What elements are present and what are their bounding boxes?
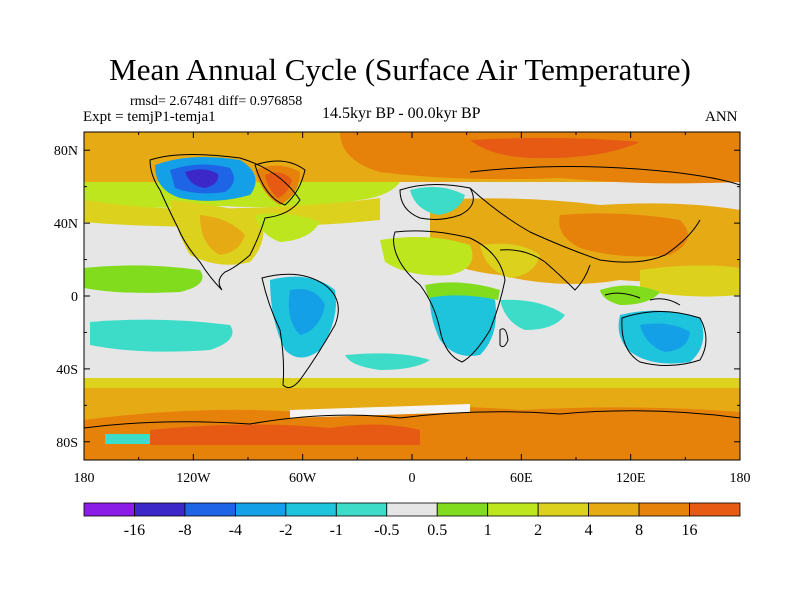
colorbar-label-5: -1 xyxy=(330,522,343,539)
colorbar-label-3: -4 xyxy=(229,522,242,539)
map-field xyxy=(84,132,740,460)
colorbar-label-2: -8 xyxy=(178,522,191,539)
field-tropics-green-west xyxy=(84,265,203,293)
field-namerica-orange xyxy=(200,215,245,255)
colorbar-label-4: -2 xyxy=(279,522,292,539)
coastline-europe xyxy=(399,183,474,220)
colorbar-label-7: 0.5 xyxy=(427,522,447,539)
colorbar-bin-0 xyxy=(83,502,135,517)
field-sahara-green xyxy=(380,236,473,276)
period-label: 14.5kyr BP - 00.0kyr BP xyxy=(322,105,481,122)
field-indian-cyan xyxy=(500,299,565,330)
colorbar-labels: -16 -8 -4 -2 -1 -0.5 0.5 1 2 4 8 16 xyxy=(124,522,698,539)
field-africa-cyan xyxy=(429,287,496,356)
colorbar-label-6: -0.5 xyxy=(374,522,399,539)
colorbar-bin-9 xyxy=(537,502,590,517)
colorbar-bin-7 xyxy=(436,502,489,517)
field-south-atlantic-cyan xyxy=(345,353,430,370)
y-tick-label-4: 80S xyxy=(56,436,78,451)
field-europe-cyan xyxy=(410,186,465,215)
chart-title: Mean Annual Cycle (Surface Air Temperatu… xyxy=(109,52,691,87)
coastline-indonesia xyxy=(604,292,681,306)
coastline-africa xyxy=(393,230,506,363)
axis-ticks xyxy=(83,132,741,460)
experiment-label: Expt = temjP1-temja1 xyxy=(83,109,216,125)
colorbar xyxy=(83,502,741,517)
colorbar-label-12: 16 xyxy=(682,522,698,539)
y-tick-label-1: 40N xyxy=(54,217,78,232)
coastline-antarctica xyxy=(84,410,740,429)
coastline-arabia-india xyxy=(499,249,591,291)
coastlines xyxy=(84,153,740,429)
x-tick-label-5: 120E xyxy=(616,471,646,486)
colorbar-bin-11 xyxy=(638,502,690,517)
field-antarctic-edge-cyan xyxy=(105,434,150,444)
colorbar-bin-4 xyxy=(285,502,337,517)
colorbar-bin-1 xyxy=(134,502,186,517)
colorbar-label-10: 4 xyxy=(585,522,593,539)
x-tick-label-6: 180 xyxy=(730,471,751,486)
field-australia-blue xyxy=(640,323,690,352)
axis-labels: 180 120W 60W 0 60E 120E 180 80N 40N 0 40S 80S xyxy=(54,144,751,486)
field-antarctic-deep xyxy=(150,424,420,445)
stats-label: rmsd= 2.67481 diff= 0.976858 xyxy=(130,94,303,109)
field-samerica-teal xyxy=(288,289,325,335)
coastline-south-america xyxy=(261,273,339,389)
field-greenland-red xyxy=(265,172,292,198)
y-tick-label-2: 0 xyxy=(71,290,78,305)
x-tick-label-4: 60E xyxy=(510,471,533,486)
x-tick-label-0: 180 xyxy=(74,471,95,486)
field-southern-yellow-edge xyxy=(84,378,740,388)
x-tick-label-1: 120W xyxy=(176,471,211,486)
colorbar-bin-2 xyxy=(184,502,236,517)
field-eurasia-deep xyxy=(559,213,688,257)
field-antarctic-edge-white xyxy=(290,404,470,418)
colorbar-label-8: 1 xyxy=(484,522,492,539)
colorbar-bin-5 xyxy=(335,502,388,517)
coastline-greenland xyxy=(254,160,306,206)
season-label: ANN xyxy=(705,109,738,125)
colorbar-bin-12 xyxy=(689,502,741,517)
x-tick-label-3: 0 xyxy=(409,471,416,486)
colorbar-label-9: 2 xyxy=(534,522,542,539)
field-laurentide-core xyxy=(185,169,219,188)
field-south-pacific-cyan xyxy=(90,319,233,352)
coastline-eurasia xyxy=(469,165,740,263)
colorbar-bin-10 xyxy=(588,502,640,517)
field-namerica-coast-green xyxy=(255,213,320,242)
coastline-australia xyxy=(621,311,707,366)
field-arctic-red xyxy=(470,137,640,159)
y-tick-label-0: 80N xyxy=(54,144,78,159)
field-pacific-yellow xyxy=(640,265,740,297)
colorbar-bin-3 xyxy=(234,502,287,517)
x-tick-label-2: 60W xyxy=(289,471,317,486)
coastline-madagascar xyxy=(499,328,509,348)
colorbar-label-11: 8 xyxy=(635,522,643,539)
colorbar-bin-6 xyxy=(386,502,438,517)
field-africa-green xyxy=(425,282,500,300)
y-tick-label-3: 40S xyxy=(56,363,78,378)
coastline-north-america xyxy=(149,153,301,291)
colorbar-bin-8 xyxy=(487,502,539,517)
colorbar-label-1: -16 xyxy=(124,522,145,539)
